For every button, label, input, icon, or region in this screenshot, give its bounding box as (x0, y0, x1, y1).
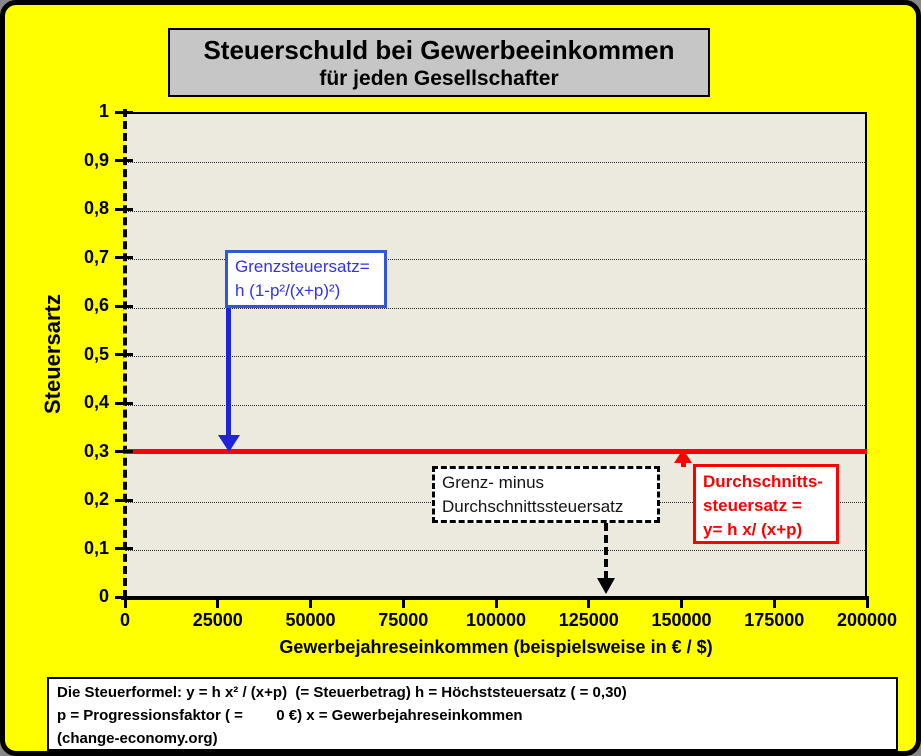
difference-callout: Grenz- minus Durchschnittssteuersatz (432, 466, 660, 523)
marginal-rate-arrow (226, 308, 231, 435)
marginal-tax-rate-label-line1: Grenzsteuersatz= (235, 257, 370, 276)
y-gridline (125, 404, 865, 406)
y-tick-label: 0,4 (83, 392, 109, 412)
y-tick-label: 0 (98, 586, 109, 606)
x-tick-label: 0 (119, 610, 130, 630)
x-tick-label: 125000 (558, 610, 619, 630)
y-gridline (125, 307, 865, 309)
x-axis-title: Gewerbejahreseinkommen (beispielsweise i… (279, 637, 713, 657)
y-tick-label: 1 (98, 101, 109, 121)
x-tick (680, 599, 683, 608)
formula-line2: p = Progressionsfaktor ( = 0 €) x = Gewe… (57, 706, 523, 724)
difference-label-line1: Grenz- minus (442, 473, 545, 492)
x-tick-label: 200000 (836, 610, 898, 630)
y-tick-label: 0,7 (83, 246, 109, 267)
y-tick (115, 207, 133, 211)
y-tick (115, 353, 133, 356)
y-tick (115, 498, 133, 502)
x-axis-line (121, 596, 869, 600)
y-gridline (125, 210, 865, 212)
average-rate-arrow (681, 461, 686, 467)
x-tick (587, 599, 591, 608)
formula-legend-box: Die Steuerformel: y = h x² / (x+p) (= St… (47, 677, 898, 751)
chart-title: Steuerschuld bei Gewerbeeinkommen (203, 35, 675, 66)
marginal-tax-rate-callout: Grenzsteuersatz= h (1-p²/(x+p)²) (225, 250, 387, 308)
average-tax-rate-line (125, 449, 867, 454)
source-credit: (change-economy.org) (57, 729, 218, 747)
y-tick-label: 0,2 (83, 489, 109, 509)
y-gridline (125, 259, 865, 260)
y-tick-label: 0,1 (83, 537, 109, 558)
difference-label-line2: Durchschnittssteuersatz (442, 496, 624, 516)
y-gridline (125, 162, 865, 163)
x-tick (401, 599, 405, 608)
y-tick-label: 0,9 (83, 149, 109, 170)
y-tick (115, 110, 133, 114)
y-tick-label: 0,3 (83, 440, 109, 461)
x-tick (494, 599, 498, 608)
y-tick (115, 450, 133, 453)
chart-subtitle: für jeden Gesellschafter (319, 66, 559, 90)
x-tick-label: 150000 (651, 610, 712, 630)
average-tax-rate-callout: Durchschnitts- steuersatz = y= h x/ (x+p… (693, 464, 839, 544)
x-tick (772, 599, 776, 608)
x-tick-label: 175000 (744, 610, 805, 630)
difference-arrowhead-icon (597, 578, 615, 594)
x-tick-label: 25000 (192, 610, 243, 630)
y-gridline (125, 550, 865, 551)
marginal-tax-rate-formula: h (1-p²/(x+p)²) (235, 280, 341, 300)
average-tax-rate-formula: y= h x/ (x+p) (703, 520, 803, 540)
x-tick-label: 50000 (285, 610, 336, 630)
chart-title-box: Steuerschuld bei Gewerbeeinkommen für je… (168, 28, 710, 97)
x-tick (865, 599, 869, 608)
x-tick-label: 100000 (465, 610, 527, 630)
x-tick (216, 599, 220, 608)
formula-line1: Die Steuerformel: y = h x² / (x+p) (= St… (57, 684, 627, 701)
x-tick-label: 75000 (378, 610, 429, 630)
y-tick-label: 0,6 (83, 295, 109, 315)
x-tick (123, 599, 127, 608)
y-tick-label: 0,8 (83, 198, 109, 218)
y-tick (115, 547, 133, 550)
average-tax-rate-label-line1: Durchschnitts- (703, 472, 823, 491)
y-tick (115, 256, 133, 259)
average-rate-arrowhead-icon (674, 449, 692, 463)
average-tax-rate-label-line2: steuersatz = (703, 496, 802, 516)
difference-arrow (604, 523, 608, 579)
y-tick (115, 304, 133, 308)
y-tick (115, 595, 133, 599)
y-tick (115, 159, 133, 162)
y-tick-label: 0,5 (83, 343, 109, 364)
y-tick (115, 401, 133, 405)
x-tick (309, 599, 312, 608)
marginal-rate-arrowhead-icon (218, 435, 240, 452)
y-gridline (125, 356, 865, 357)
